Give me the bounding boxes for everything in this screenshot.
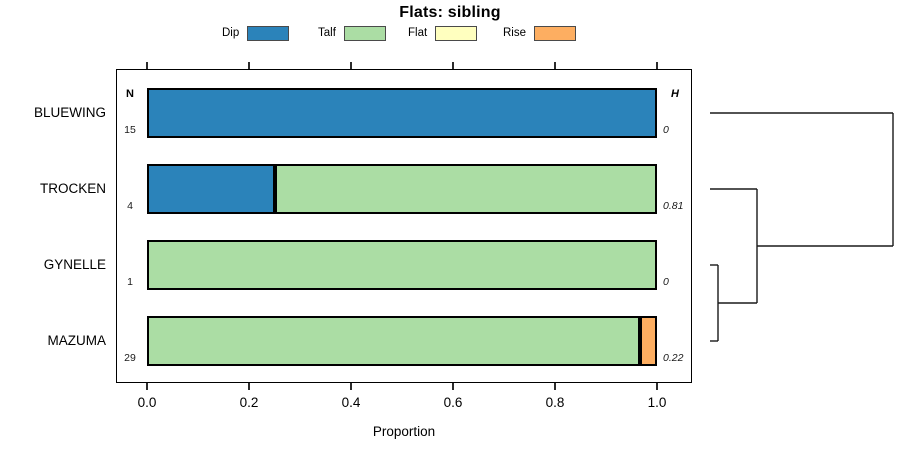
x-axis-label: Proportion [372, 424, 436, 439]
bar-segment-dip [147, 164, 275, 214]
x-tick-label: 0.6 [443, 395, 463, 410]
row-label-trocken: TROCKEN [39, 181, 106, 196]
bar-segment-dip [147, 88, 657, 138]
x-axis-bottom-tick [146, 383, 148, 390]
x-axis-top-tick [350, 62, 352, 69]
x-axis-bottom-tick [350, 383, 352, 390]
bar-segment-talf [274, 164, 657, 214]
x-tick-label: 0.4 [341, 395, 361, 410]
x-tick-label: 0.8 [545, 395, 565, 410]
legend-label: Dip [222, 27, 240, 39]
h-value: 0.22 [663, 352, 684, 364]
bar-segment-talf [147, 316, 640, 366]
x-axis-bottom-tick [248, 383, 250, 390]
h-value: 0 [663, 124, 669, 136]
x-axis-top-tick [656, 62, 658, 69]
n-value: 4 [127, 200, 133, 212]
bar-gynelle [147, 240, 657, 290]
legend-item-talf: Talf [318, 25, 386, 42]
h-value: 0.81 [663, 200, 684, 212]
x-axis-bottom-tick [554, 383, 556, 390]
row-label-mazuma: MAZUMA [47, 333, 107, 348]
legend-item-dip: Dip [222, 25, 290, 42]
x-tick-label: 0.0 [137, 395, 157, 410]
n-value: 15 [124, 124, 136, 136]
legend-label: Flat [408, 27, 428, 39]
n-column-header: N [126, 88, 134, 100]
x-axis-top-tick [146, 62, 148, 69]
x-axis-top-tick [452, 62, 454, 69]
bar-bluewing [147, 88, 657, 138]
legend-swatch-rise [534, 26, 577, 41]
legend-item-rise: Rise [503, 25, 577, 42]
n-value: 1 [127, 276, 133, 288]
legend-swatch-flat [435, 26, 478, 41]
legend-item-flat: Flat [408, 25, 478, 42]
row-label-gynelle: GYNELLE [43, 257, 106, 272]
legend-label: Rise [503, 27, 527, 39]
h-value: 0 [663, 276, 669, 288]
chart-title: Flats: sibling [399, 4, 501, 21]
x-tick-label: 1.0 [647, 395, 667, 410]
x-axis-top-tick [554, 62, 556, 69]
x-axis-bottom-tick [656, 383, 658, 390]
bar-mazuma [147, 316, 657, 366]
x-tick-label: 0.2 [239, 395, 259, 410]
x-axis-bottom-tick [452, 383, 454, 390]
x-axis-top-tick [248, 62, 250, 69]
n-value: 29 [124, 352, 136, 364]
legend-label: Talf [318, 27, 336, 39]
row-label-bluewing: BLUEWING [33, 105, 106, 120]
h-column-header: H [671, 88, 679, 100]
bar-trocken [147, 164, 657, 214]
bar-segment-talf [147, 240, 657, 290]
legend-swatch-dip [247, 26, 290, 41]
legend-swatch-talf [343, 26, 386, 41]
bar-segment-rise [639, 316, 657, 366]
